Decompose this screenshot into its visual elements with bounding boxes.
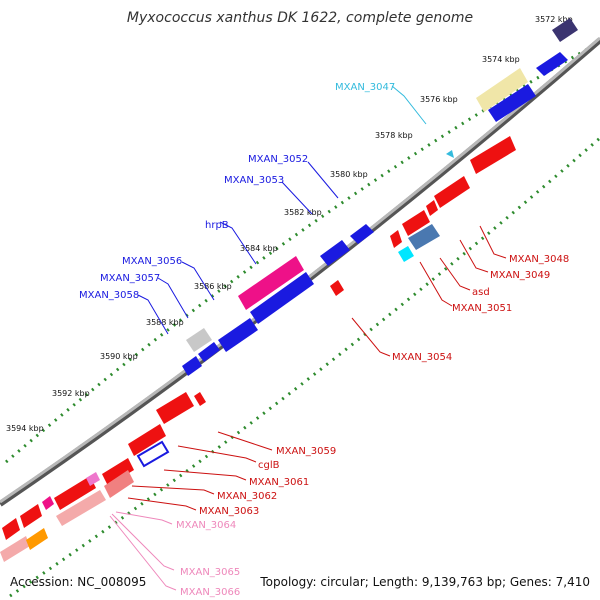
gene-label[interactable]: MXAN_3064 xyxy=(176,520,236,531)
label-connectors xyxy=(109,85,507,591)
gene-arrow[interactable] xyxy=(104,470,134,498)
gene-arrow[interactable] xyxy=(54,476,96,510)
gene-label[interactable]: MXAN_3054 xyxy=(392,352,452,363)
gene-label[interactable]: MXAN_3058 xyxy=(79,290,139,301)
gene-arrow[interactable] xyxy=(350,224,374,244)
kbp-tick-label: 3592 kbp xyxy=(52,389,90,398)
gene-arrow[interactable] xyxy=(426,200,438,216)
gene-arrow[interactable] xyxy=(20,504,42,528)
map-title: Myxococcus xanthus DK 1622, complete gen… xyxy=(127,10,473,26)
gene-arrow[interactable] xyxy=(238,256,304,310)
gene-arrow[interactable] xyxy=(42,496,54,510)
kbp-tick-label: 3586 kbp xyxy=(194,282,232,291)
kbp-tick-label: 3588 kbp xyxy=(146,318,184,327)
gene-label[interactable]: MXAN_3049 xyxy=(490,270,550,281)
gene-label[interactable]: MXAN_3053 xyxy=(224,175,284,186)
gene-arrow[interactable] xyxy=(182,356,202,376)
gene-label[interactable]: MXAN_3048 xyxy=(509,254,569,265)
gene-arrow[interactable] xyxy=(2,518,20,540)
gene-labels: MXAN_3047 MXAN_3052 MXAN_3053 hrpB MXAN_… xyxy=(79,82,569,598)
gene-arrow[interactable] xyxy=(408,224,440,250)
kbp-tick-label: 3580 kbp xyxy=(330,170,368,179)
gene-arrow[interactable] xyxy=(434,176,470,208)
gene-label[interactable]: MXAN_3062 xyxy=(217,491,277,502)
gene-arrow[interactable] xyxy=(218,318,258,352)
gene-arrow[interactable] xyxy=(128,424,166,456)
gene-label[interactable]: MXAN_3066 xyxy=(180,587,240,598)
kbp-tick-label: 3582 kbp xyxy=(284,208,322,217)
gene-arrow[interactable] xyxy=(476,68,528,112)
kbp-tick-label: 3572 kbp xyxy=(535,15,573,24)
gene-label[interactable]: asd xyxy=(472,287,490,298)
gene-label[interactable]: MXAN_3061 xyxy=(249,477,309,488)
gene-arrow[interactable] xyxy=(86,472,100,486)
gene-arrow[interactable] xyxy=(552,18,578,42)
gene-arrow[interactable] xyxy=(250,272,314,324)
kbp-tick-label: 3584 kbp xyxy=(240,244,278,253)
gene-label[interactable]: MXAN_3056 xyxy=(122,256,182,267)
kbp-tick-label: 3590 kbp xyxy=(100,352,138,361)
gene-arrow[interactable] xyxy=(136,440,170,468)
gene-label[interactable]: MXAN_3057 xyxy=(100,273,160,284)
kbp-tick-label: 3574 kbp xyxy=(482,55,520,64)
gene-label[interactable]: cglB xyxy=(258,460,280,471)
gene-label[interactable]: hrpB xyxy=(205,220,229,231)
gene-arrow[interactable] xyxy=(536,52,568,76)
kbp-tick-label: 3578 kbp xyxy=(375,131,413,140)
gene-arrow[interactable] xyxy=(0,536,30,562)
gene-arrow[interactable] xyxy=(470,136,516,174)
gene-label[interactable]: MXAN_3059 xyxy=(276,446,336,457)
gene-arrow[interactable] xyxy=(198,342,220,362)
reverse-strand-genes xyxy=(0,136,516,562)
gene-arrow[interactable] xyxy=(102,458,134,486)
gene-arrow[interactable] xyxy=(330,280,344,296)
gene-arrow[interactable] xyxy=(186,328,212,352)
gene-arrow[interactable] xyxy=(156,392,194,424)
genome-summary-text: Topology: circular; Length: 9,139,763 bp… xyxy=(259,575,590,589)
kbp-tick-label: 3594 kbp xyxy=(6,424,44,433)
ruler-group xyxy=(0,36,600,598)
gene-arrow[interactable] xyxy=(488,84,536,122)
gene-label[interactable]: MXAN_3063 xyxy=(199,506,259,517)
gene-arrow[interactable] xyxy=(398,246,414,262)
gene-label[interactable]: MXAN_3047 xyxy=(335,82,395,93)
gene-label[interactable]: MXAN_3065 xyxy=(180,567,240,578)
gene-arrow[interactable] xyxy=(446,150,454,158)
accession-text: Accession: NC_008095 xyxy=(10,575,146,589)
gene-arrow[interactable] xyxy=(56,490,106,526)
gene-arrow[interactable] xyxy=(390,230,402,248)
gene-label[interactable]: MXAN_3051 xyxy=(452,303,512,314)
gene-label[interactable]: MXAN_3052 xyxy=(248,154,308,165)
forward-strand-genes xyxy=(182,18,578,376)
gene-arrow[interactable] xyxy=(320,240,350,266)
gene-arrow[interactable] xyxy=(26,528,48,550)
inner-dotted-ruler xyxy=(9,136,600,598)
gene-arrow[interactable] xyxy=(194,392,206,406)
gene-arrow[interactable] xyxy=(402,210,430,236)
kbp-tick-labels: 3572 kbp 3574 kbp 3576 kbp 3578 kbp 3580… xyxy=(6,15,573,433)
kbp-tick-label: 3576 kbp xyxy=(420,95,458,104)
